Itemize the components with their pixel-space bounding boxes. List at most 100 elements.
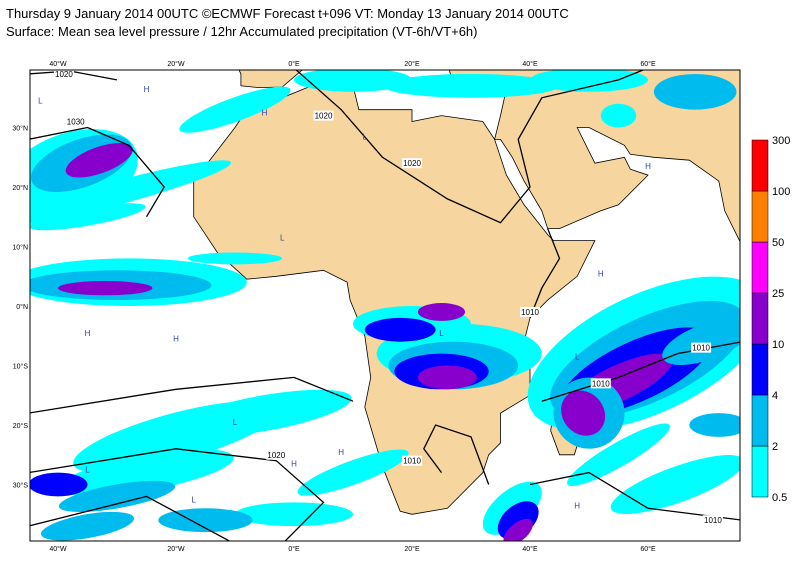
colorbar-label: 50 bbox=[772, 237, 784, 249]
precipitation-area bbox=[561, 390, 606, 436]
precipitation-area bbox=[177, 389, 352, 437]
precipitation-area bbox=[689, 413, 740, 437]
lon-label: 40°W bbox=[49, 545, 67, 553]
precipitation-area bbox=[187, 252, 283, 265]
lon-label: 60°E bbox=[640, 545, 656, 553]
isobar bbox=[529, 228, 561, 319]
precipitation-area bbox=[653, 73, 737, 110]
isobar bbox=[30, 448, 325, 541]
colorbar-label: 4 bbox=[772, 390, 778, 402]
precipitation-area bbox=[297, 449, 409, 496]
colorbar-label: 0.5 bbox=[772, 492, 787, 504]
isobar-label: 1020 bbox=[315, 112, 333, 121]
map-frame bbox=[29, 69, 741, 542]
lon-label: 40°E bbox=[522, 60, 538, 68]
isobar-label: 1010 bbox=[521, 308, 539, 317]
pressure-center: H bbox=[85, 329, 91, 338]
isobar bbox=[30, 126, 165, 218]
isobar-label: 1010 bbox=[592, 379, 610, 388]
precipitation-area bbox=[503, 518, 533, 541]
lon-label: 0°E bbox=[288, 545, 300, 553]
isobar-label-bg bbox=[402, 455, 422, 466]
colorbar-label: 300 bbox=[772, 135, 790, 147]
precipitation-area bbox=[30, 203, 146, 231]
colorbar-label: 25 bbox=[772, 288, 784, 300]
pressure-center: L bbox=[233, 418, 238, 427]
precipitation-area bbox=[567, 423, 670, 486]
map: 1030 1020 1020 1020 1010 1010 1010 1020 1010 1010… bbox=[30, 70, 740, 541]
precipitation-area bbox=[40, 511, 135, 541]
pressure-center: L bbox=[280, 234, 285, 243]
colorbar-label: 10 bbox=[772, 339, 784, 351]
isobar-label-bg bbox=[402, 158, 422, 169]
pressure-center: L bbox=[38, 97, 43, 106]
precipitation-area bbox=[57, 281, 153, 296]
colorbar-label: 2 bbox=[772, 441, 778, 453]
pressure-center: L bbox=[439, 329, 444, 338]
pressure-center: H bbox=[262, 109, 268, 118]
precipitation-area bbox=[610, 455, 740, 514]
isobar-label-bg bbox=[266, 449, 287, 460]
precipitation-area bbox=[417, 365, 477, 390]
isobar-label: 1010 bbox=[704, 516, 722, 525]
lon-label: 20°W bbox=[167, 545, 185, 553]
pressure-center: H bbox=[645, 162, 651, 171]
pressure-center: H bbox=[598, 269, 604, 278]
precipitation-area bbox=[294, 70, 412, 92]
precipitation-area bbox=[382, 73, 560, 98]
pressure-center: H bbox=[144, 85, 150, 94]
lat-label: 30°N bbox=[12, 125, 28, 133]
isobar bbox=[423, 424, 490, 485]
lat-label: 0°N bbox=[16, 303, 28, 311]
axes: 40°W 40°W 20°W 20°W 0°E 0°E 20°E 20°E 40°E 40°E 60… bbox=[12, 60, 656, 553]
isobar-label-bg bbox=[590, 378, 611, 389]
lon-label: 40°W bbox=[49, 60, 67, 68]
colorbar-label: 100 bbox=[772, 186, 790, 198]
colorbar-segment bbox=[751, 241, 769, 294]
pressure-center: H bbox=[338, 448, 344, 457]
pressure-center: L bbox=[85, 466, 90, 475]
precipitation-area bbox=[417, 303, 466, 321]
pressure-center: L bbox=[363, 132, 368, 141]
precipitation-area bbox=[530, 70, 648, 92]
colorbar: 0.5 2 4 10 25 50 100 300 bbox=[751, 135, 790, 504]
isobar-label-bg bbox=[520, 306, 540, 317]
isobar-label: 1010 bbox=[403, 457, 421, 466]
lon-label: 20°E bbox=[404, 545, 420, 553]
pressure-center: L bbox=[191, 495, 196, 504]
pressure-center: H bbox=[291, 460, 297, 469]
isobar-label-bg bbox=[53, 70, 74, 79]
lon-label: 20°W bbox=[167, 60, 185, 68]
pressure-center: L bbox=[575, 353, 580, 362]
lat-label: 10°N bbox=[12, 244, 28, 252]
colorbar-segment bbox=[751, 343, 769, 396]
isobar-label: 1020 bbox=[267, 451, 285, 460]
precipitation-area bbox=[662, 318, 740, 365]
isobar-label-bg bbox=[702, 515, 723, 526]
lat-label: 20°S bbox=[13, 422, 29, 430]
isobar-label-bg bbox=[313, 110, 334, 121]
lon-label: 60°E bbox=[640, 60, 656, 68]
lon-label: 40°E bbox=[522, 545, 538, 553]
lat-label: 10°S bbox=[13, 363, 29, 371]
isobar-label-bg bbox=[65, 116, 86, 127]
colorbar-segment bbox=[751, 394, 769, 447]
colorbar-segment bbox=[751, 139, 769, 192]
isobar bbox=[295, 70, 645, 224]
precipitation-area bbox=[600, 103, 637, 128]
isobar bbox=[30, 495, 231, 541]
colorbar-segment bbox=[751, 292, 769, 345]
precipitation-area bbox=[30, 472, 88, 497]
pressure-center: H bbox=[574, 501, 580, 510]
precipitation-area bbox=[30, 160, 232, 226]
precipitation-area bbox=[158, 508, 253, 533]
precipitation-area bbox=[65, 142, 133, 178]
colorbar-segment bbox=[751, 190, 769, 243]
header-line: Thursday 9 January 2014 00UTC ©ECMWF For… bbox=[6, 6, 569, 21]
isobar bbox=[30, 376, 354, 414]
lat-label: 20°N bbox=[12, 184, 28, 192]
lon-label: 0°E bbox=[288, 60, 300, 68]
pressure-center: H bbox=[173, 335, 179, 344]
precipitation-area bbox=[235, 502, 353, 527]
